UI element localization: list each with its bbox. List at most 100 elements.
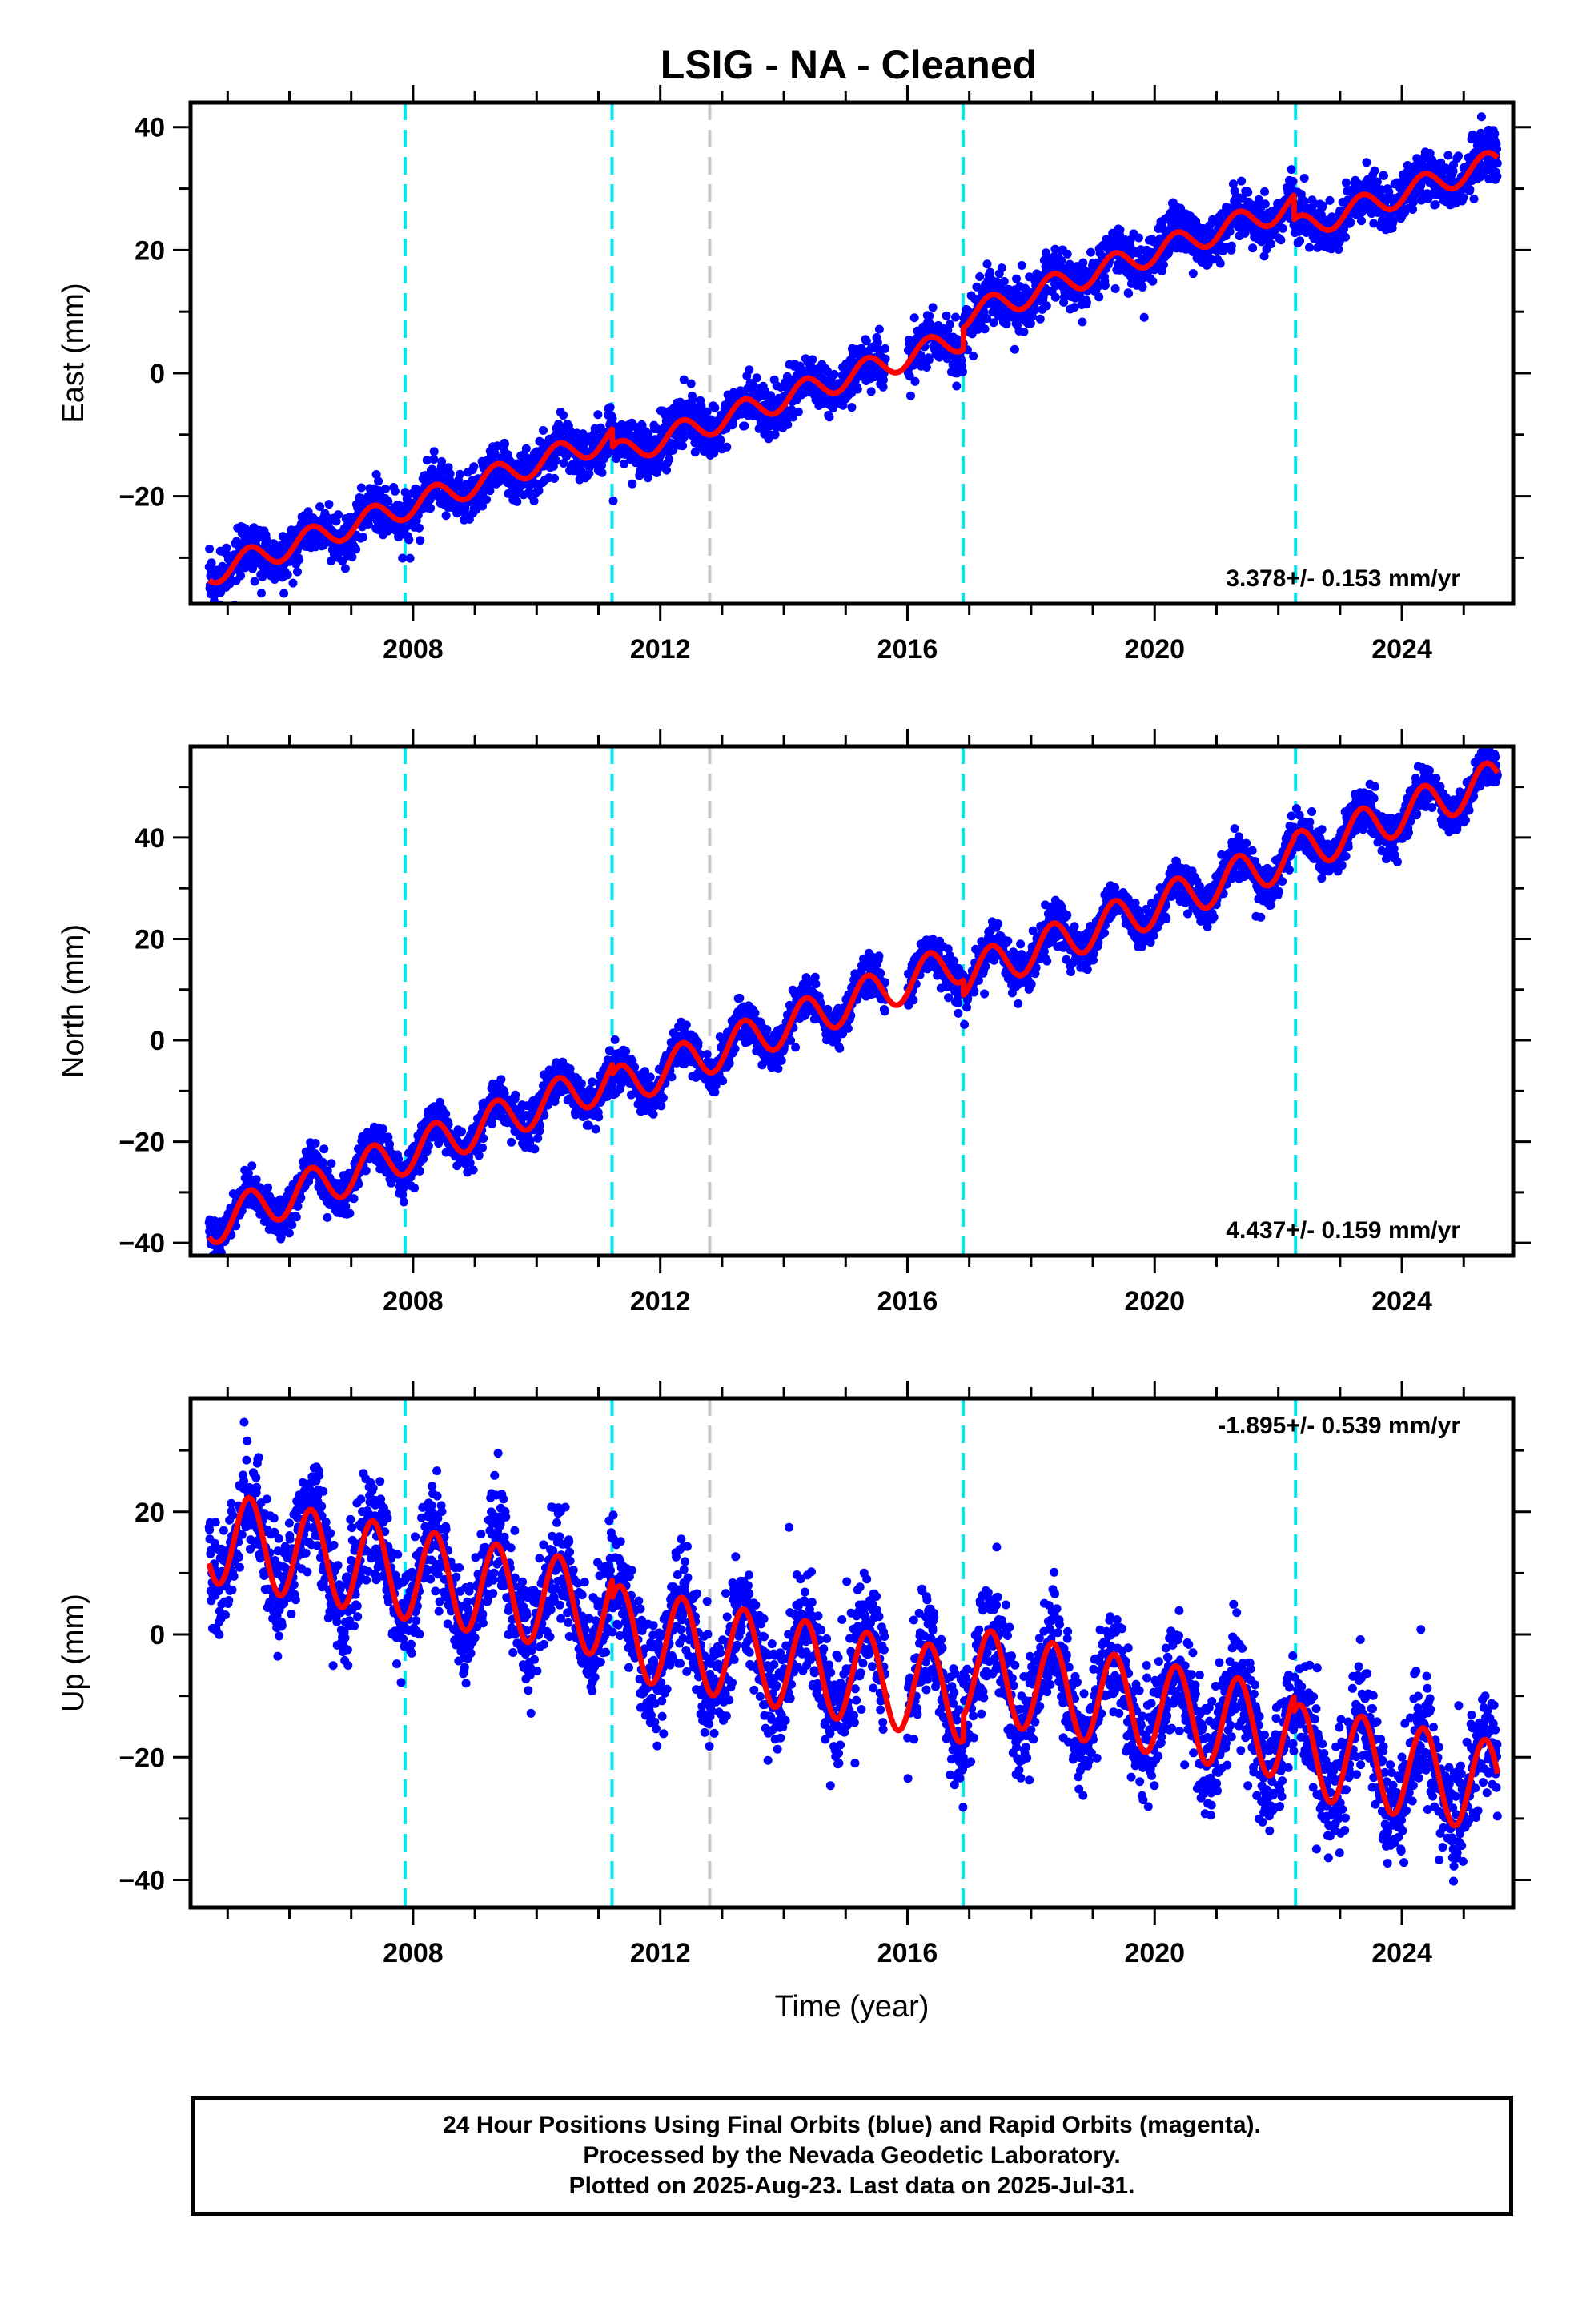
position-point (559, 459, 568, 468)
east-daily-positions (204, 112, 1502, 604)
position-point (415, 523, 424, 533)
position-point (1465, 185, 1475, 195)
position-point (969, 352, 978, 361)
position-point (456, 469, 464, 479)
position-point (205, 544, 215, 553)
position-point (1443, 151, 1453, 160)
position-point (999, 277, 1009, 286)
position-point (437, 456, 447, 466)
position-point (1100, 281, 1110, 291)
position-point (512, 497, 522, 506)
position-point (1243, 187, 1253, 197)
east-ytick-label: 40 (135, 113, 165, 143)
position-point (1019, 327, 1029, 336)
position-point (534, 486, 544, 496)
position-point (318, 1157, 327, 1167)
position-point (679, 375, 689, 384)
position-point (374, 476, 383, 486)
position-point (539, 426, 548, 435)
position-point (997, 263, 1006, 273)
position-point (980, 324, 990, 334)
position-point (1341, 178, 1351, 187)
position-point (1148, 276, 1158, 286)
position-point (749, 380, 758, 390)
position-point (958, 367, 967, 376)
position-point (507, 1137, 516, 1147)
position-point (1062, 249, 1072, 259)
east-velocity-label: 3.378+/- 0.153 mm/yr (1226, 565, 1460, 592)
position-point (345, 1208, 355, 1218)
position-point (1276, 235, 1286, 245)
east-ylabel: East (mm) (57, 283, 90, 423)
position-point (236, 571, 246, 581)
position-point (441, 511, 451, 521)
position-point (710, 403, 720, 412)
position-point (293, 567, 302, 577)
position-point (291, 1212, 301, 1222)
position-point (1260, 199, 1270, 209)
position-point (283, 570, 292, 580)
position-point (379, 1124, 387, 1134)
position-point (1057, 256, 1066, 266)
position-point (284, 1228, 294, 1238)
position-point (665, 455, 674, 464)
position-point (478, 501, 487, 511)
position-point (686, 379, 696, 388)
position-point (404, 535, 414, 545)
position-point (496, 1075, 506, 1084)
position-point (1134, 233, 1143, 243)
position-point (383, 497, 393, 506)
position-point (1237, 176, 1247, 186)
position-point (643, 473, 652, 483)
position-point (416, 536, 425, 545)
position-point (247, 1161, 257, 1171)
position-point (1299, 174, 1309, 183)
position-point (490, 448, 500, 458)
position-point (608, 496, 618, 505)
position-point (327, 1159, 336, 1168)
position-point (1357, 216, 1366, 226)
position-point (511, 1090, 520, 1100)
position-point (866, 387, 876, 396)
position-point (910, 376, 920, 386)
position-point (521, 444, 531, 453)
position-point (597, 460, 606, 470)
position-point (1454, 151, 1463, 161)
position-point (676, 397, 685, 407)
position-point (952, 381, 962, 391)
position-point (222, 543, 231, 553)
position-point (793, 407, 803, 416)
position-point (419, 1154, 428, 1164)
position-point (906, 391, 915, 400)
position-point (251, 1175, 261, 1184)
position-point (1188, 269, 1198, 279)
position-point (662, 465, 672, 475)
position-point (982, 259, 992, 269)
position-point (207, 1256, 216, 1265)
east-ytick-label: 0 (150, 359, 165, 389)
position-point (605, 403, 615, 412)
position-point (1370, 166, 1379, 175)
position-point (429, 455, 439, 464)
position-point (722, 442, 732, 452)
position-point (492, 441, 502, 451)
position-point (945, 320, 954, 329)
position-point (218, 561, 227, 571)
position-point (1094, 292, 1104, 302)
position-point (474, 1151, 484, 1160)
position-point (1469, 194, 1479, 203)
position-point (1215, 259, 1225, 268)
position-point (349, 1194, 359, 1204)
position-point (398, 553, 408, 563)
position-point (1124, 288, 1134, 298)
position-point (596, 423, 605, 432)
position-point (1078, 317, 1087, 327)
position-point (410, 1184, 420, 1192)
east-ytick-label: 20 (135, 235, 165, 266)
position-point (371, 470, 381, 479)
position-point (1267, 239, 1275, 249)
position-point (356, 493, 366, 503)
position-point (740, 421, 749, 431)
position-point (808, 355, 817, 364)
